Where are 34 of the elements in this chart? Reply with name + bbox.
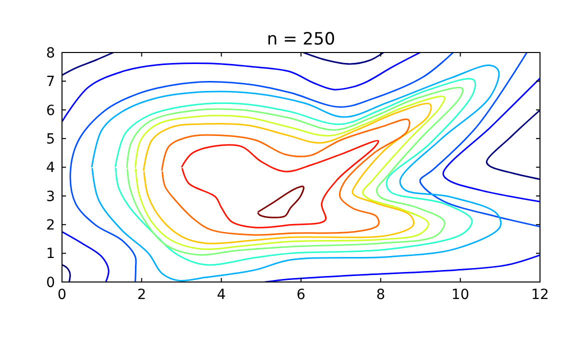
line-series [486,109,540,180]
line-series [181,140,380,228]
x-tick-label: 12 [531,287,549,303]
line-series [91,64,502,282]
chart-title: n = 250 [266,30,336,50]
y-tick-label: 6 [46,102,56,119]
line-series [264,254,540,282]
y-tick-label: 2 [46,218,55,234]
line-series [62,231,110,282]
x-tick-label: 8 [376,287,386,303]
y-tick-label: 0 [46,274,55,291]
line-series [442,78,540,202]
line-series [161,118,410,236]
y-tick-label: 4 [46,160,56,176]
y-tick-label: 3 [46,188,55,205]
line-series [62,52,114,76]
x-tick-label: 2 [137,287,146,303]
line-series [142,103,432,244]
line-series [126,87,464,256]
line-series [134,96,446,250]
y-tick-label: 1 [46,246,55,262]
line-series [62,264,71,282]
line-series [70,52,454,282]
x-tick-label: 4 [216,287,226,303]
y-tick-label: 7 [46,74,55,90]
line-series [419,52,540,228]
x-tick-label: 10 [451,287,470,303]
line-series [257,186,304,218]
y-tick-label: 8 [46,45,55,62]
y-tick-label: 5 [46,131,55,148]
line-series [62,52,421,122]
line-series [114,78,476,266]
x-tick-label: 6 [296,287,306,303]
x-tick-label: 0 [58,287,66,303]
